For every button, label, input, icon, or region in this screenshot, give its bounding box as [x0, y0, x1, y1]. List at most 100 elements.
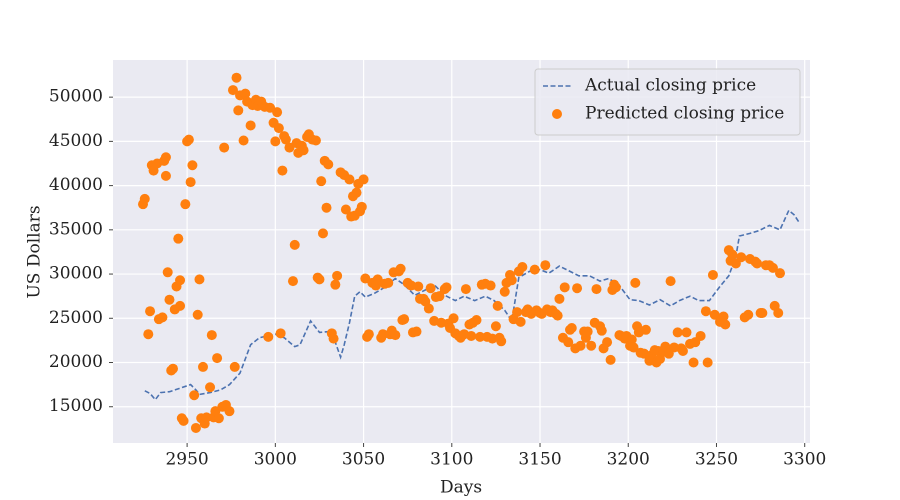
- prediction-point: [187, 160, 198, 171]
- prediction-point: [720, 319, 731, 330]
- prediction-point: [552, 310, 563, 321]
- prediction-point: [323, 159, 334, 170]
- price-line: [144, 209, 801, 401]
- prediction-point: [351, 187, 362, 198]
- prediction-point: [160, 170, 171, 181]
- prediction-point: [178, 415, 189, 426]
- prediction-point: [529, 264, 540, 275]
- prediction-point: [189, 390, 200, 401]
- y-tick-label: 30000: [49, 264, 103, 284]
- prediction-point: [496, 336, 507, 347]
- prediction-point: [681, 327, 692, 338]
- x-tick-label: 3250: [695, 450, 738, 470]
- prediction-point: [270, 136, 281, 147]
- prediction-point: [395, 263, 406, 274]
- prediction-point: [559, 282, 570, 293]
- prediction-point: [707, 269, 718, 280]
- prediction-point: [377, 329, 388, 340]
- x-tick-label: 3000: [254, 450, 297, 470]
- prediction-point: [240, 88, 251, 99]
- prediction-point: [363, 329, 374, 340]
- ticks: 2950 3000 3050 3100 3150 3200 3250 3300 15000 200…: [49, 87, 826, 470]
- prediction-point: [767, 262, 778, 273]
- prediction-point: [289, 239, 300, 250]
- x-tick-label: 3050: [342, 450, 385, 470]
- x-tick-label: 3100: [430, 450, 473, 470]
- prediction-point: [273, 123, 284, 134]
- prediction-point: [566, 323, 577, 334]
- prediction-point: [383, 277, 394, 288]
- prediction-point: [626, 334, 637, 345]
- prediction-point: [212, 353, 223, 364]
- x-tick-label: 3200: [607, 450, 650, 470]
- prediction-point: [743, 309, 754, 320]
- prediction-point: [413, 281, 424, 292]
- prediction-point: [492, 300, 503, 311]
- prediction-point: [665, 276, 676, 287]
- prediction-point: [441, 282, 452, 293]
- prediction-point: [434, 291, 445, 302]
- prediction-point: [448, 313, 459, 324]
- y-tick-label: 50000: [49, 87, 103, 107]
- prediction-point: [736, 252, 747, 263]
- prediction-point: [466, 330, 477, 341]
- prediction-point: [143, 329, 154, 340]
- legend-marker: [552, 109, 562, 119]
- prediction-point: [330, 279, 341, 290]
- prediction-point: [224, 406, 235, 417]
- prediction-point: [499, 286, 510, 297]
- prediction-point: [628, 342, 639, 353]
- prediction-point: [460, 284, 471, 295]
- prediction-point: [180, 199, 191, 210]
- prediction-point: [213, 413, 224, 424]
- x-tick-label: 2950: [165, 450, 208, 470]
- prediction-point: [231, 72, 242, 83]
- prediction-point: [321, 202, 332, 213]
- prediction-point: [602, 337, 613, 348]
- prediction-point: [227, 85, 238, 96]
- prediction-point: [167, 363, 178, 374]
- prediction-point: [206, 330, 217, 341]
- prediction-point: [340, 204, 351, 215]
- prediction-point: [554, 293, 565, 304]
- prediction-point: [695, 330, 706, 341]
- marks: [137, 72, 801, 433]
- prediction-point: [485, 280, 496, 291]
- prediction-point: [192, 309, 203, 320]
- prediction-point: [591, 284, 602, 295]
- prediction-point: [317, 228, 328, 239]
- prediction-point: [411, 326, 422, 337]
- prediction-point: [162, 267, 173, 278]
- prediction-point: [229, 361, 240, 372]
- prediction-point: [677, 346, 688, 357]
- legend-box: [534, 68, 801, 136]
- prediction-point: [515, 316, 526, 327]
- prediction-point: [512, 307, 523, 318]
- y-tick-label: 25000: [49, 308, 103, 328]
- prediction-point: [605, 354, 616, 365]
- prediction-point: [757, 307, 768, 318]
- prediction-point: [233, 105, 244, 116]
- prediction-point: [263, 331, 274, 342]
- prediction-point: [390, 330, 401, 341]
- prediction-point: [517, 261, 528, 272]
- prediction-point: [275, 328, 286, 339]
- prediction-point: [490, 321, 501, 332]
- prediction-point: [475, 331, 486, 342]
- y-axis-label: US Dollars: [25, 205, 45, 298]
- legend-label: Predicted closing price: [585, 104, 784, 124]
- prediction-point: [506, 275, 517, 286]
- prediction-point: [773, 307, 784, 318]
- prediction-point: [173, 233, 184, 244]
- prediction-point: [610, 282, 621, 293]
- prediction-point: [310, 135, 321, 146]
- prediction-point: [423, 303, 434, 314]
- prediction-point: [425, 283, 436, 294]
- prediction-point: [582, 326, 593, 337]
- prediction-point: [575, 340, 586, 351]
- prediction-point: [160, 152, 171, 163]
- prediction-point: [688, 357, 699, 368]
- prediction-point: [775, 268, 786, 279]
- prediction-point: [563, 337, 574, 348]
